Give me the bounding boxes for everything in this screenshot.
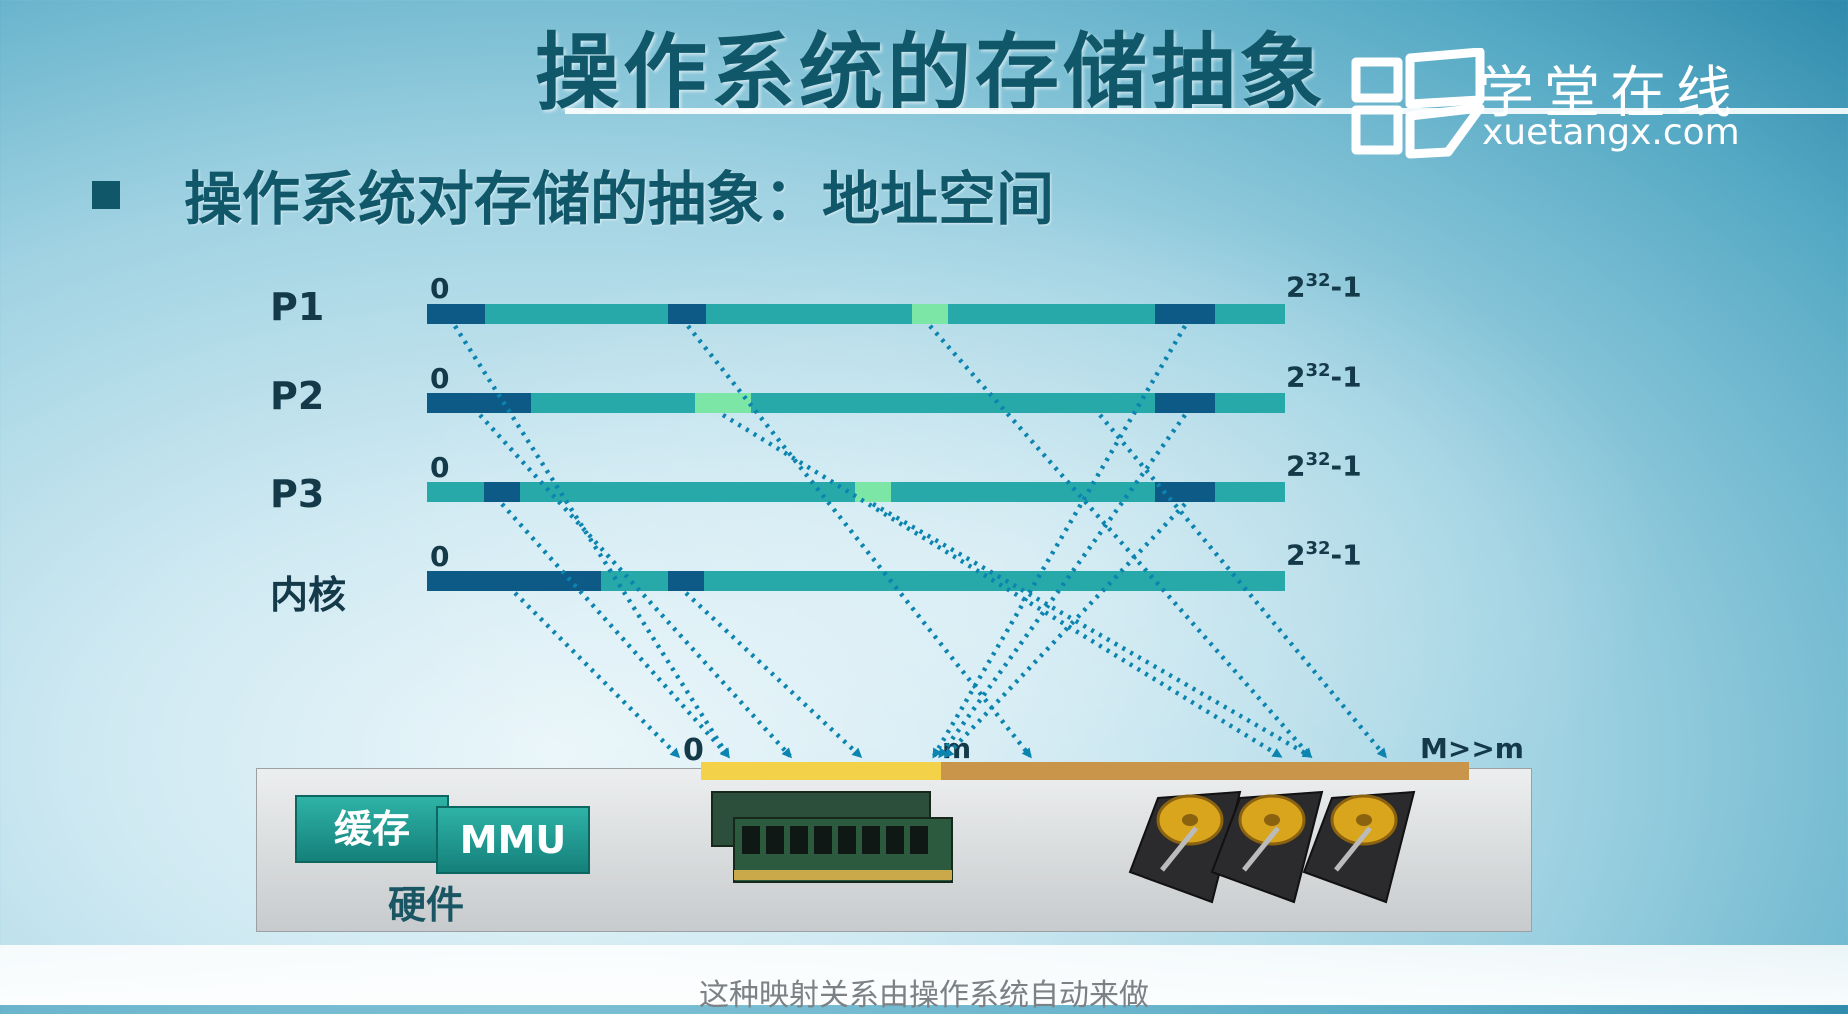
row-label-p2: P2 <box>270 374 325 418</box>
p1-bar <box>427 304 1285 324</box>
p2-segment-3 <box>1155 393 1215 413</box>
p2-segment-1 <box>427 393 531 413</box>
arrow-p3-seg3 <box>943 502 1187 759</box>
hard-disk-icons <box>1128 790 1416 904</box>
p3-segment-1 <box>484 482 520 502</box>
mmu-box: MMU <box>436 806 590 874</box>
hardware-label: 硬件 <box>388 883 465 927</box>
p2-start-label: 0 <box>430 362 450 395</box>
arrow-kernel-seg1 <box>513 591 681 759</box>
p1-start-label: 0 <box>430 272 450 305</box>
subtitle-caption-bar <box>0 945 1848 1005</box>
arrow-p1-seg3 <box>928 324 1312 759</box>
cache-box: 缓存 <box>295 795 449 863</box>
p1-segment-1 <box>427 304 485 324</box>
physical-M-label: M>>m <box>1420 732 1524 765</box>
p1-end-label: 232-1 <box>1286 270 1362 304</box>
video-caption: 这种映射关系由操作系统自动来做 <box>699 978 1149 1013</box>
arrow-p1-seg1 <box>453 324 730 759</box>
arrow-p2-seg3 <box>938 413 1187 759</box>
slide-title: 操作系统的存储抽象 <box>535 24 1328 122</box>
mapping-arrows <box>453 324 1387 759</box>
hard-disk-icon <box>1210 790 1324 904</box>
kernel-end-label: 232-1 <box>1286 538 1362 572</box>
p1-segment-4 <box>1155 304 1215 324</box>
arrow-p1-seg4 <box>932 324 1187 759</box>
p3-end-label: 232-1 <box>1286 449 1362 483</box>
row-label-p1: P1 <box>270 285 325 329</box>
arrow-p3-seg1 <box>500 502 731 759</box>
kernel-segment-2 <box>668 571 704 591</box>
xuetangx-logo-icon <box>1351 48 1485 159</box>
p3-segment-2 <box>855 482 891 502</box>
row-label-kernel: 内核 <box>270 573 347 617</box>
ram-modules-icon <box>711 791 953 883</box>
p2-segment-2 <box>695 393 751 413</box>
slide-subtitle: 操作系统对存储的抽象：地址空间 <box>184 165 1055 233</box>
arrow-p1-seg2 <box>686 324 1032 759</box>
p2-bar <box>427 393 1285 413</box>
title-underline <box>565 108 1848 114</box>
arrow-kernel-seg2 <box>684 591 863 759</box>
p2-end-label: 232-1 <box>1286 360 1362 394</box>
logo-chinese-text: 学堂在线 <box>1478 61 1742 126</box>
kernel-start-label: 0 <box>430 540 450 573</box>
logo-domain-text: xuetangx.com <box>1482 112 1740 153</box>
arrow-p2-seg4 <box>1098 413 1387 759</box>
disk-storage-bar <box>941 762 1469 780</box>
p1-segment-3 <box>912 304 948 324</box>
address-space-bars <box>427 304 1285 591</box>
p3-start-label: 0 <box>430 451 450 484</box>
hard-disk-icon <box>1302 790 1416 904</box>
arrow-p3-seg2 <box>871 502 1313 758</box>
physical-start-label: 0 <box>683 733 704 768</box>
arrow-p2-seg2 <box>721 413 1283 758</box>
kernel-segment-1 <box>427 571 601 591</box>
p1-segment-2 <box>668 304 706 324</box>
hard-disk-icon <box>1128 790 1242 904</box>
row-label-p3: P3 <box>270 472 325 516</box>
bullet-square-icon <box>92 181 120 209</box>
p3-segment-3 <box>1155 482 1215 502</box>
kernel-bar <box>427 571 1285 591</box>
mapped-segments <box>427 304 1215 591</box>
physical-memory-bar <box>701 762 941 780</box>
